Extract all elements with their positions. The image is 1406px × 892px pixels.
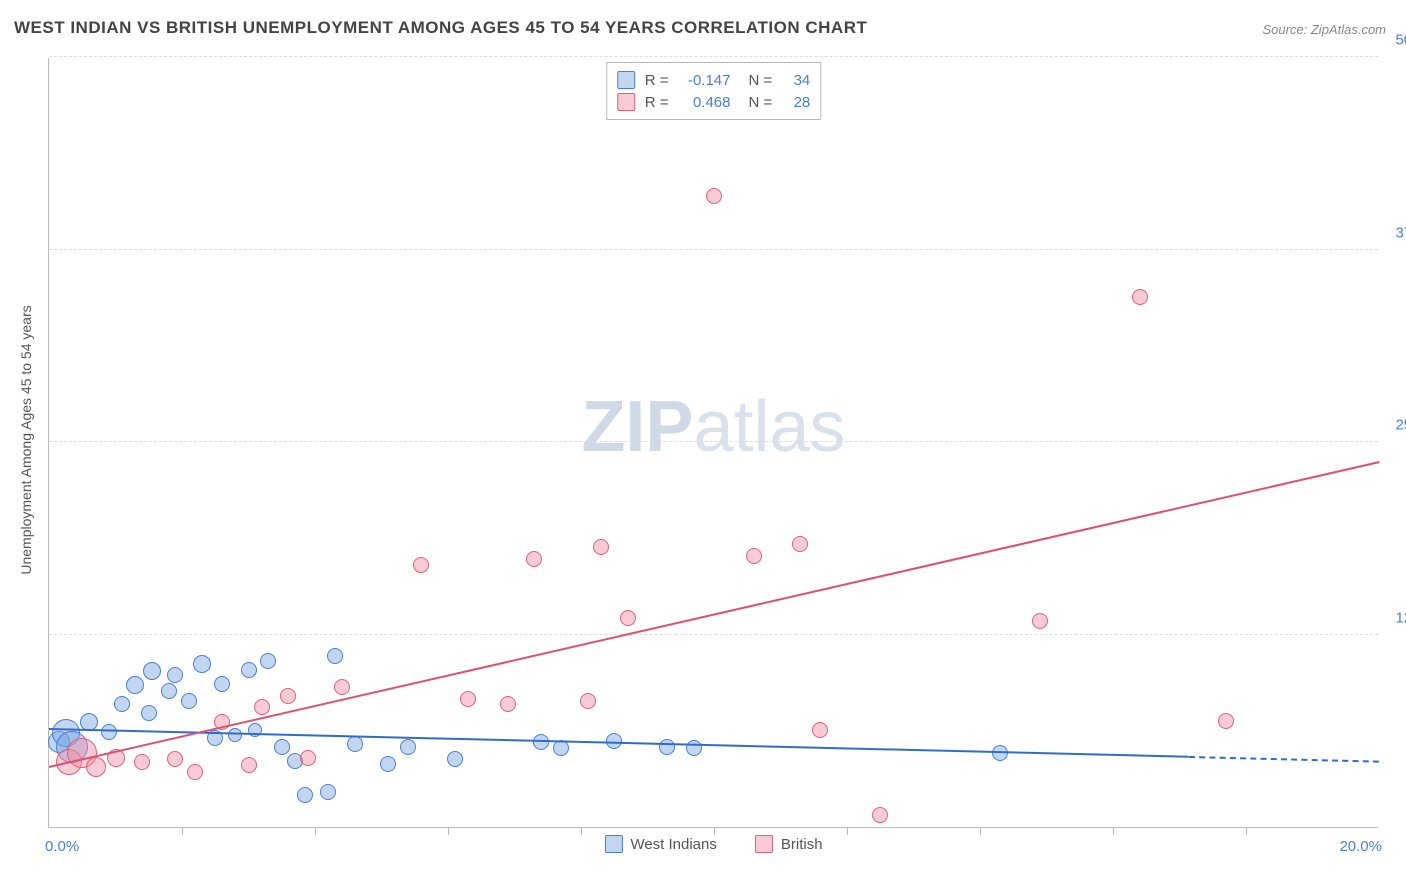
data-point [167,667,183,683]
data-point [161,683,177,699]
x-tick [980,827,981,835]
stats-swatch [617,93,635,111]
x-axis-first-tick: 0.0% [45,838,79,855]
data-point [460,691,476,707]
data-point [134,754,150,770]
stats-n-value: 28 [782,94,810,111]
data-point [593,539,609,555]
data-point [553,740,569,756]
x-tick [581,827,582,835]
x-tick [1113,827,1114,835]
stats-r-label: R = [645,72,669,89]
data-point [280,688,296,704]
y-axis-label: Unemployment Among Ages 45 to 54 years [18,305,34,574]
data-point [746,548,762,564]
stats-n-value: 34 [782,72,810,89]
data-point [620,610,636,626]
x-tick [182,827,183,835]
stats-n-label: N = [749,94,773,111]
x-tick [1246,827,1247,835]
chart-title: WEST INDIAN VS BRITISH UNEMPLOYMENT AMON… [14,18,867,38]
x-tick [847,827,848,835]
data-point [143,662,161,680]
stats-swatch [617,71,635,89]
data-point [812,722,828,738]
legend-item: West Indians [604,835,716,853]
data-point [187,764,203,780]
data-point [1132,289,1148,305]
data-point [320,784,336,800]
data-point [1032,613,1048,629]
stats-row: R = 0.468 N = 28 [617,91,811,113]
data-point [334,679,350,695]
data-point [1218,713,1234,729]
y-tick-label: 12.5% [1383,609,1406,626]
data-point [274,739,290,755]
data-point [872,807,888,823]
gridline-h [49,249,1378,250]
data-point [447,751,463,767]
x-axis-last-tick: 20.0% [1339,838,1382,855]
data-point [347,736,363,752]
data-point [181,693,197,709]
data-point [254,699,270,715]
y-tick-label: 37.5% [1383,224,1406,241]
data-point [193,655,211,673]
data-point [659,739,675,755]
data-point [241,662,257,678]
trend-line [49,462,1379,769]
legend-item: British [755,835,823,853]
y-tick-label: 50.0% [1383,32,1406,49]
data-point [297,787,313,803]
data-point [86,757,106,777]
data-point [114,696,130,712]
x-tick [315,827,316,835]
legend-label: British [781,836,823,853]
data-point [214,676,230,692]
data-point [380,756,396,772]
data-point [526,551,542,567]
x-tick [714,827,715,835]
y-tick-label: 25.0% [1383,417,1406,434]
data-point [260,653,276,669]
gridline-h [49,634,1378,635]
data-point [126,676,144,694]
stats-n-label: N = [749,72,773,89]
legend-swatch [755,835,773,853]
data-point [580,693,596,709]
data-point [413,557,429,573]
series-legend: West Indians British [604,835,822,853]
legend-swatch [604,835,622,853]
watermark: ZIPatlas [581,386,845,468]
data-point [300,750,316,766]
stats-r-label: R = [645,94,669,111]
plot-area: ZIPatlas 0.0% 20.0% R =-0.147N =34R =0.4… [48,58,1378,828]
data-point [533,734,549,750]
data-point [500,696,516,712]
source-label: Source: ZipAtlas.com [1262,22,1386,37]
x-tick [448,827,449,835]
stats-r-value: 0.468 [679,94,731,111]
correlation-stats-box: R = -0.147 N = 34 R = 0.468 N = 28 [606,62,822,120]
stats-r-value: -0.147 [679,72,731,89]
data-point [167,751,183,767]
data-point [141,705,157,721]
data-point [400,739,416,755]
data-point [706,188,722,204]
legend-label: West Indians [630,836,716,853]
trend-line [1189,756,1379,763]
gridline-h [49,56,1378,57]
gridline-h [49,441,1378,442]
data-point [792,536,808,552]
data-point [327,648,343,664]
data-point [241,757,257,773]
stats-row: R = -0.147 N = 34 [617,69,811,91]
